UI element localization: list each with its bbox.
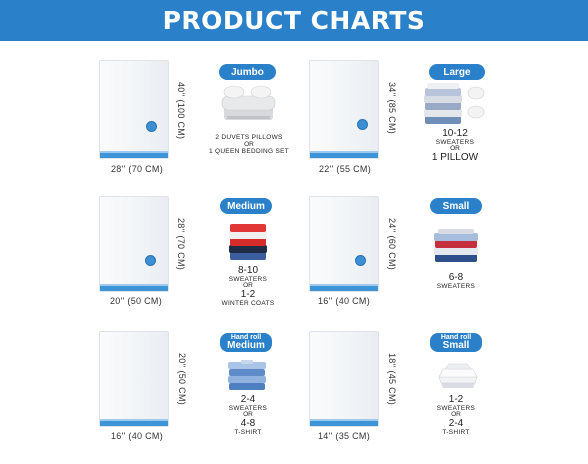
page-title: PRODUCT CHARTS — [162, 6, 426, 35]
height-label: 18'' (45 CM) — [387, 353, 397, 406]
zipper-strip — [100, 153, 168, 158]
sweaters-illustration — [433, 228, 479, 264]
width-label: 16'' (40 CM) — [317, 296, 371, 306]
height-label: 28'' (70 CM) — [176, 218, 186, 271]
zipper-strip — [100, 421, 168, 426]
valve-icon — [357, 119, 368, 130]
size-badge: Jumbo — [219, 64, 276, 80]
bag-illustration — [99, 331, 169, 427]
product-card-large: 34'' (85 CM) 22'' (55 CM) Large 10-12 SW… — [309, 60, 588, 193]
capacity-text: 10-12 SWEATERS OR 1 PILLOW — [431, 128, 479, 164]
width-label: 16'' (40 CM) — [110, 431, 164, 441]
bag-illustration — [99, 60, 169, 159]
size-badge: Medium — [220, 198, 272, 214]
bag-illustration — [99, 196, 169, 292]
capacity-text: 8-10 SWEATERS OR 1-2 WINTER COATS — [221, 265, 275, 307]
product-card-handroll-small: 18'' (45 CM) 14'' (35 CM) Hand roll Smal… — [309, 331, 588, 464]
zipper-strip — [310, 286, 378, 291]
capacity-text: 1-2 SWEATERS OR 2-4 T-SHIRT — [436, 394, 476, 436]
sweaters-illustration — [228, 221, 268, 261]
width-label: 22'' (55 CM) — [318, 164, 372, 174]
zipper-strip — [310, 421, 378, 426]
height-label: 34'' (85 CM) — [387, 82, 397, 135]
header-banner: PRODUCT CHARTS — [0, 0, 588, 41]
product-card-medium: 28'' (70 CM) 20'' (50 CM) Medium 8-10 SW… — [99, 196, 393, 329]
size-badge: Large — [429, 64, 485, 80]
sweaters-pillow-illustration — [422, 82, 486, 126]
height-label: 24'' (60 CM) — [387, 218, 397, 271]
product-card-handroll-medium: 20'' (50 CM) 16'' (40 CM) Hand roll Medi… — [99, 331, 393, 464]
height-label: 20'' (50 CM) — [177, 353, 187, 406]
capacity-text: 2-4 SWEATERS OR 4-8 T-SHIRT — [228, 394, 268, 436]
valve-icon — [146, 121, 157, 132]
valve-icon — [355, 255, 366, 266]
size-badge: Hand roll Small — [430, 333, 482, 352]
shirts-illustration — [227, 359, 267, 391]
bag-illustration — [309, 196, 379, 292]
width-label: 20'' (50 CM) — [109, 296, 163, 306]
product-card-jumbo: 40'' (100 CM) 28'' (70 CM) Jumbo 2 DUVET… — [99, 60, 393, 193]
size-badge: Hand roll Medium — [220, 333, 272, 352]
bag-illustration — [309, 60, 379, 159]
valve-icon — [145, 255, 156, 266]
width-label: 14'' (35 CM) — [317, 431, 371, 441]
capacity-text: 6-8 SWEATERS — [436, 272, 476, 290]
capacity-text: 2 DUVETS PILLOWS OR 1 QUEEN BEDDING SET — [208, 134, 290, 155]
zipper-strip — [310, 153, 378, 158]
shirts-illustration — [437, 361, 479, 389]
size-badge: Small — [430, 198, 482, 214]
width-label: 28'' (70 CM) — [110, 164, 164, 174]
bedding-illustration — [221, 82, 276, 124]
bag-illustration — [309, 331, 379, 427]
height-label: 40'' (100 CM) — [176, 82, 186, 140]
product-card-small: 24'' (60 CM) 16'' (40 CM) Small 6-8 SWEA… — [309, 196, 588, 329]
zipper-strip — [100, 286, 168, 291]
